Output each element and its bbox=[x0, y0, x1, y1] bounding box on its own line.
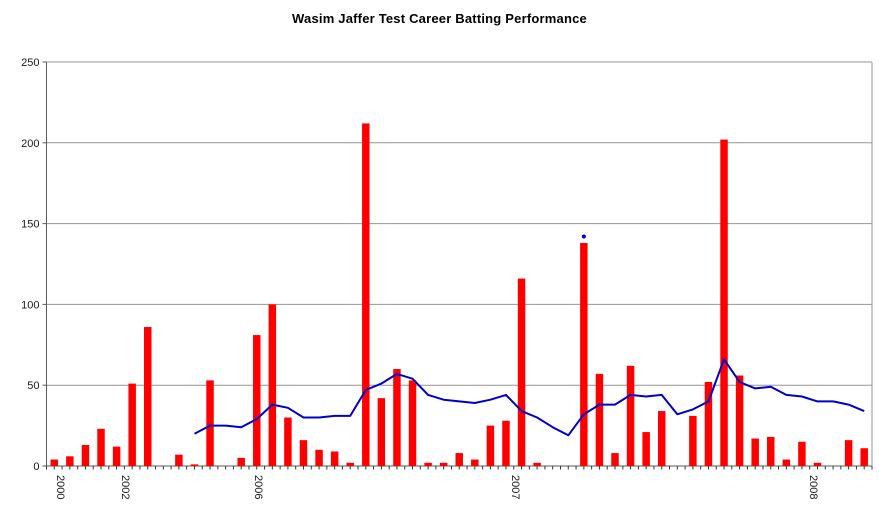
innings-bar-37 bbox=[611, 453, 619, 466]
innings-bar-1 bbox=[50, 459, 59, 466]
innings-bar-32 bbox=[533, 462, 541, 466]
innings-bar-6 bbox=[128, 383, 136, 466]
innings-bar-30 bbox=[502, 420, 510, 466]
innings-bar-53 bbox=[860, 448, 868, 466]
innings-bar-24 bbox=[408, 380, 417, 466]
innings-bar-46 bbox=[751, 438, 759, 466]
y-axis-label-50: 50 bbox=[27, 380, 39, 392]
innings-bar-31 bbox=[517, 278, 526, 466]
innings-bar-11 bbox=[206, 380, 214, 466]
innings-bar-42 bbox=[689, 415, 697, 466]
innings-bar-38 bbox=[626, 365, 635, 466]
innings-bar-49 bbox=[798, 441, 806, 466]
y-axis-label-250: 250 bbox=[21, 57, 39, 69]
innings-bar-45 bbox=[735, 375, 744, 466]
innings-bar-14 bbox=[253, 335, 261, 466]
innings-bar-47 bbox=[767, 436, 775, 466]
x-axis-year-label-2000: 2000 bbox=[54, 475, 66, 499]
innings-bar-36 bbox=[595, 373, 604, 466]
innings-bar-44 bbox=[720, 139, 728, 466]
innings-bar-5 bbox=[112, 446, 121, 466]
y-axis-label-100: 100 bbox=[21, 299, 39, 311]
innings-bar-39 bbox=[642, 432, 650, 466]
innings-bar-23 bbox=[393, 369, 401, 466]
line-point-marker bbox=[581, 234, 586, 239]
y-axis-label-0: 0 bbox=[33, 461, 39, 473]
y-axis-label-150: 150 bbox=[21, 219, 39, 231]
innings-bar-22 bbox=[377, 398, 386, 466]
innings-bar-4 bbox=[97, 428, 105, 466]
x-axis-year-label-2008: 2008 bbox=[807, 475, 819, 499]
innings-bar-28 bbox=[471, 459, 479, 466]
innings-bar-26 bbox=[439, 462, 448, 466]
innings-bar-20 bbox=[346, 462, 354, 466]
x-axis-year-label-2007: 2007 bbox=[509, 475, 521, 499]
y-axis-label-200: 200 bbox=[21, 138, 39, 150]
chart-title: Wasim Jaffer Test Career Batting Perform… bbox=[292, 11, 587, 26]
innings-bar-21 bbox=[362, 123, 370, 467]
innings-bar-17 bbox=[299, 440, 308, 466]
innings-bar-27 bbox=[455, 453, 463, 466]
innings-bar-40 bbox=[657, 411, 666, 466]
innings-bar-48 bbox=[782, 459, 791, 466]
innings-bar-16 bbox=[284, 417, 292, 466]
x-axis-year-label-2006: 2006 bbox=[252, 475, 264, 499]
innings-bar-19 bbox=[330, 451, 339, 466]
innings-bar-50 bbox=[813, 462, 822, 466]
innings-bar-10 bbox=[190, 464, 199, 466]
innings-bar-43 bbox=[704, 381, 713, 466]
innings-bar-15 bbox=[268, 304, 277, 466]
innings-bar-52 bbox=[844, 440, 853, 466]
innings-bar-35 bbox=[580, 242, 588, 466]
innings-bar-13 bbox=[237, 457, 245, 466]
innings-bar-3 bbox=[81, 444, 90, 466]
x-axis-year-label-2002: 2002 bbox=[119, 475, 131, 499]
innings-bar-9 bbox=[175, 454, 183, 466]
moving-average-line bbox=[194, 358, 865, 437]
innings-bar-18 bbox=[315, 449, 323, 466]
innings-bar-25 bbox=[424, 462, 432, 466]
innings-bar-29 bbox=[486, 425, 495, 466]
innings-bar-7 bbox=[144, 327, 152, 466]
innings-bar-2 bbox=[66, 456, 74, 466]
